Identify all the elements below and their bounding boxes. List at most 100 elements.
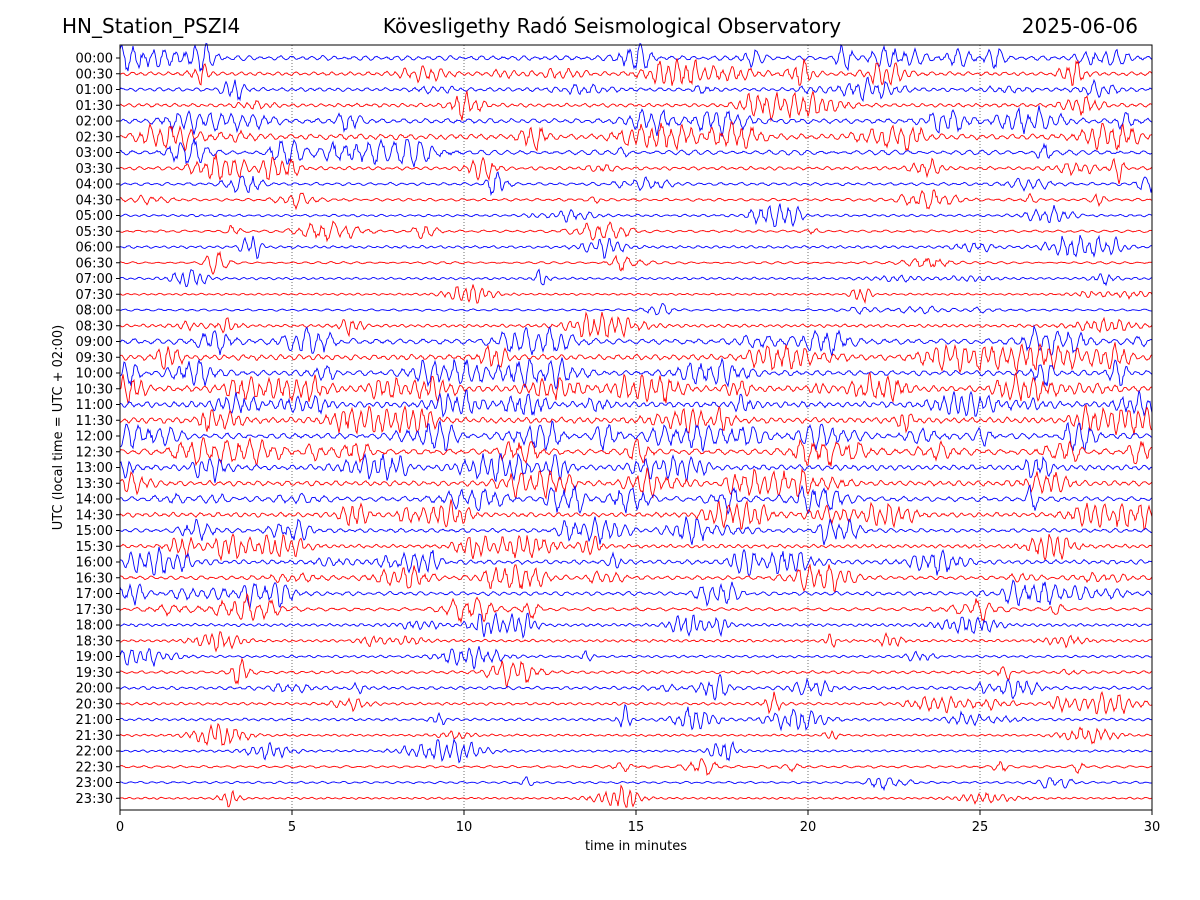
seismic-trace: [119, 436, 1153, 467]
station-name: HN_Station_PSZI4: [62, 14, 241, 38]
row-time-label: 21:00: [76, 713, 113, 728]
row-time-label: 16:30: [76, 571, 113, 586]
seismic-trace: [119, 389, 1153, 418]
seismic-trace: [119, 533, 1153, 562]
row-time-label: 17:00: [76, 587, 113, 602]
row-time-label: 02:00: [76, 115, 113, 130]
row-time-label: 04:30: [76, 193, 113, 208]
x-tick-layer: 0 5 10 15 20 25 30: [116, 810, 1160, 835]
seismic-trace: [119, 357, 1153, 390]
seismic-trace: [119, 737, 1153, 764]
row-time-label: 19:00: [76, 650, 113, 665]
seismic-trace: [119, 302, 1153, 316]
row-time-label: 10:00: [76, 367, 113, 382]
seismic-trace: [119, 311, 1153, 339]
seismic-trace: [119, 452, 1153, 483]
seismic-trace: [119, 630, 1153, 653]
seismic-trace: [119, 76, 1153, 102]
seismic-trace: [119, 691, 1153, 715]
row-time-label: 18:30: [76, 634, 113, 649]
seismic-trace: [119, 203, 1153, 228]
row-time-label: 14:00: [76, 493, 113, 508]
row-time-label: 19:30: [76, 666, 113, 681]
grid-layer: [291, 45, 981, 810]
seismic-trace: [119, 371, 1153, 405]
seismic-trace: [119, 220, 1153, 243]
seismic-trace: [119, 673, 1153, 701]
row-time-label: 17:30: [76, 603, 113, 618]
row-time-label: 10:30: [76, 382, 113, 397]
seismic-trace: [119, 268, 1153, 288]
row-time-label: 11:30: [76, 414, 113, 429]
seismic-trace: [119, 776, 1153, 792]
row-time-label: 01:00: [76, 83, 113, 98]
row-time-label: 23:00: [76, 776, 113, 791]
y-axis-label: UTC (local time = UTC + 02:00): [51, 325, 66, 530]
row-time-label: 04:00: [76, 178, 113, 193]
x-tick-label: 20: [800, 820, 817, 835]
seismic-trace: [119, 703, 1153, 732]
x-tick-label: 0: [116, 820, 124, 835]
row-time-label: 07:00: [76, 272, 113, 287]
seismic-trace: [119, 657, 1153, 689]
seismic-trace: [119, 403, 1153, 436]
row-time-label: 06:30: [76, 256, 113, 271]
row-time-label: 14:30: [76, 508, 113, 523]
row-time-label: 00:30: [76, 67, 113, 82]
row-time-label: 07:30: [76, 288, 113, 303]
seismic-trace: [119, 611, 1153, 639]
row-time-label: 01:30: [76, 99, 113, 114]
chart-title: Kövesligethy Radó Seismological Observat…: [382, 14, 842, 38]
row-time-label: 09:00: [76, 335, 113, 350]
row-time-label: 06:00: [76, 241, 113, 256]
seismic-trace: [119, 499, 1153, 531]
seismic-trace: [119, 171, 1153, 197]
row-time-label: 09:30: [76, 351, 113, 366]
seismic-trace: [119, 189, 1153, 211]
seismic-trace: [119, 42, 1153, 72]
row-time-label: 05:00: [76, 209, 113, 224]
seismic-trace: [119, 563, 1153, 593]
row-time-label: 12:30: [76, 445, 113, 460]
seismic-trace: [119, 284, 1153, 304]
row-time-label: 20:00: [76, 682, 113, 697]
row-time-label: 23:30: [76, 792, 113, 807]
seismic-trace: [119, 153, 1153, 184]
seismic-trace: [119, 484, 1153, 516]
x-tick-label: 5: [288, 820, 296, 835]
x-tick-label: 10: [456, 820, 473, 835]
row-time-label: 15:30: [76, 540, 113, 555]
row-time-label: 08:00: [76, 304, 113, 319]
seismic-trace: [119, 58, 1153, 86]
seismic-trace: [119, 121, 1153, 153]
row-time-label: 18:00: [76, 619, 113, 634]
row-time-label: 13:30: [76, 477, 113, 492]
seismic-trace: [119, 234, 1153, 260]
row-time-label: 11:00: [76, 398, 113, 413]
row-time-label: 00:00: [76, 52, 113, 67]
row-time-label: 22:00: [76, 745, 113, 760]
chart-date: 2025-06-06: [1021, 14, 1138, 38]
row-time-label: 20:30: [76, 697, 113, 712]
row-time-label: 08:30: [76, 319, 113, 334]
seismic-trace: [119, 250, 1153, 276]
seismic-trace: [119, 579, 1153, 610]
x-axis-label: time in minutes: [585, 839, 687, 854]
seismic-trace: [119, 105, 1153, 137]
row-time-label: 21:30: [76, 729, 113, 744]
seismic-trace: [119, 784, 1153, 808]
seismic-trace: [119, 646, 1153, 670]
row-time-label: 13:00: [76, 461, 113, 476]
seismic-trace: [119, 419, 1153, 453]
row-time-label: 22:30: [76, 760, 113, 775]
seismic-trace: [119, 342, 1153, 374]
seismic-trace: [119, 758, 1153, 776]
seismic-trace: [120, 89, 1153, 123]
row-time-label: 12:00: [76, 430, 113, 445]
row-time-label: 02:30: [76, 130, 113, 145]
seismic-trace: [119, 467, 1153, 500]
seismic-trace: [119, 138, 1153, 168]
seismic-trace: [119, 592, 1153, 624]
seismic-trace: [119, 324, 1153, 357]
